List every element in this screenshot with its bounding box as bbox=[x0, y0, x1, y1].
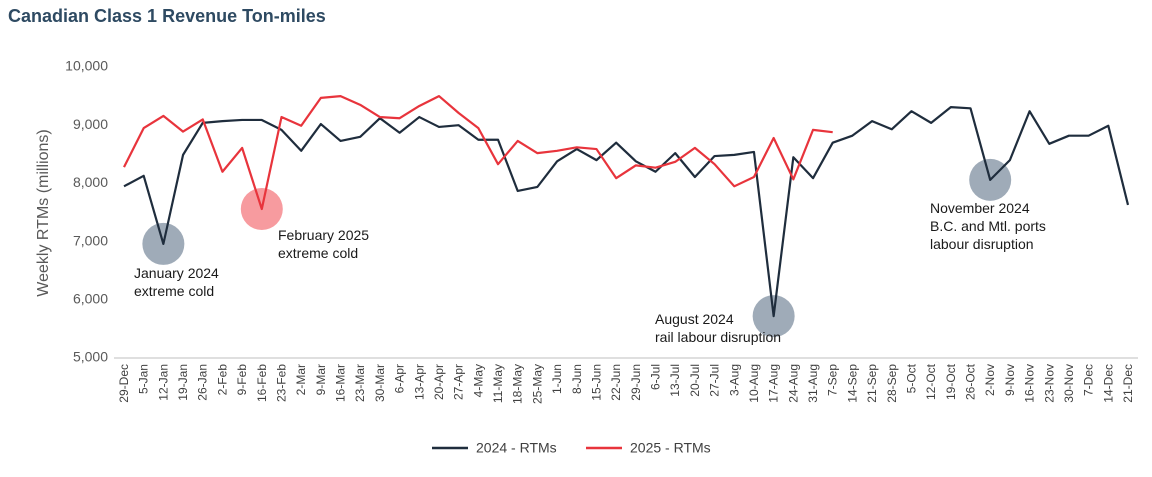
x-tick-label: 30-Mar bbox=[373, 364, 387, 402]
x-tick-label: 27-Jul bbox=[708, 364, 722, 397]
x-tick-label: 28-Sep bbox=[885, 364, 899, 403]
annotation: rail labour disruption bbox=[655, 329, 781, 345]
x-tick-label: 1-Jun bbox=[550, 364, 564, 394]
x-tick-label: 19-Jan bbox=[176, 364, 190, 401]
y-tick-label: 5,000 bbox=[73, 349, 108, 365]
x-tick-label: 2-Nov bbox=[983, 364, 997, 396]
annotation: B.C. and Mtl. ports bbox=[930, 218, 1046, 234]
x-tick-label: 18-May bbox=[511, 364, 525, 404]
x-tick-label: 19-Oct bbox=[944, 363, 958, 400]
x-tick-label: 5-Jan bbox=[137, 364, 151, 394]
x-tick-label: 9-Feb bbox=[235, 364, 249, 396]
y-tick-label: 6,000 bbox=[73, 291, 108, 307]
x-tick-label: 22-Jun bbox=[609, 364, 623, 401]
x-tick-label: 9-Mar bbox=[314, 364, 328, 395]
x-tick-label: 26-Jan bbox=[196, 364, 210, 401]
x-tick-label: 7-Dec bbox=[1082, 364, 1096, 396]
x-tick-label: 23-Nov bbox=[1042, 364, 1056, 403]
line-series bbox=[123, 95, 833, 211]
y-tick-label: 7,000 bbox=[73, 232, 108, 248]
x-tick-label: 23-Feb bbox=[274, 364, 288, 402]
x-tick-label: 12-Jan bbox=[156, 364, 170, 401]
x-tick-label: 14-Sep bbox=[845, 364, 859, 403]
x-tick-label: 21-Sep bbox=[865, 364, 879, 403]
x-tick-label: 2-Feb bbox=[215, 364, 229, 396]
x-tick-label: 8-Jun bbox=[570, 364, 584, 394]
x-tick-label: 5-Oct bbox=[904, 363, 918, 393]
annotation: August 2024 bbox=[655, 311, 734, 327]
y-tick-label: 10,000 bbox=[65, 58, 108, 74]
x-tick-label: 15-Jun bbox=[589, 364, 603, 401]
annotation: extreme cold bbox=[134, 283, 214, 299]
x-tick-label: 14-Dec bbox=[1101, 364, 1115, 403]
x-tick-label: 4-May bbox=[471, 364, 485, 397]
x-tick-label: 16-Mar bbox=[334, 364, 348, 402]
y-tick-label: 9,000 bbox=[73, 116, 108, 132]
x-tick-label: 6-Jul bbox=[649, 364, 663, 390]
annotation: January 2024 bbox=[134, 265, 219, 281]
x-tick-label: 23-Mar bbox=[353, 364, 367, 402]
legend-label: 2025 - RTMs bbox=[630, 440, 711, 456]
x-tick-label: 29-Dec bbox=[117, 364, 131, 403]
x-tick-label: 25-May bbox=[530, 364, 544, 404]
x-tick-label: 13-Apr bbox=[412, 364, 426, 400]
x-tick-label: 21-Dec bbox=[1121, 364, 1135, 403]
annotation: labour disruption bbox=[930, 236, 1034, 252]
x-tick-label: 29-Jun bbox=[629, 364, 643, 401]
annotation: February 2025 bbox=[278, 227, 369, 243]
x-tick-label: 16-Feb bbox=[255, 364, 269, 402]
x-tick-label: 10-Aug bbox=[747, 364, 761, 403]
x-tick-label: 7-Sep bbox=[826, 364, 840, 396]
x-tick-label: 26-Oct bbox=[964, 363, 978, 400]
x-tick-label: 11-May bbox=[491, 364, 505, 403]
x-tick-label: 3-Aug bbox=[727, 364, 741, 396]
x-tick-label: 2-Mar bbox=[294, 364, 308, 395]
x-tick-label: 27-Apr bbox=[452, 364, 466, 400]
annotation: November 2024 bbox=[930, 200, 1030, 216]
x-tick-label: 16-Nov bbox=[1023, 364, 1037, 403]
annotation: extreme cold bbox=[278, 245, 358, 261]
x-tick-label: 9-Nov bbox=[1003, 364, 1017, 396]
x-tick-label: 13-Jul bbox=[668, 364, 682, 397]
x-tick-label: 6-Apr bbox=[393, 364, 407, 393]
x-tick-label: 12-Oct bbox=[924, 363, 938, 400]
line-series bbox=[123, 106, 1130, 318]
x-tick-label: 20-Apr bbox=[432, 364, 446, 400]
chart-title: Canadian Class 1 Revenue Ton-miles bbox=[8, 6, 326, 26]
y-tick-label: 8,000 bbox=[73, 174, 108, 190]
x-tick-label: 24-Aug bbox=[786, 364, 800, 403]
legend-label: 2024 - RTMs bbox=[476, 440, 557, 456]
x-tick-label: 20-Jul bbox=[688, 364, 702, 397]
x-tick-label: 31-Aug bbox=[806, 364, 820, 403]
x-tick-label: 17-Aug bbox=[767, 364, 781, 403]
x-tick-label: 30-Nov bbox=[1062, 364, 1076, 403]
y-axis-label: Weekly RTMs (millions) bbox=[35, 129, 52, 296]
